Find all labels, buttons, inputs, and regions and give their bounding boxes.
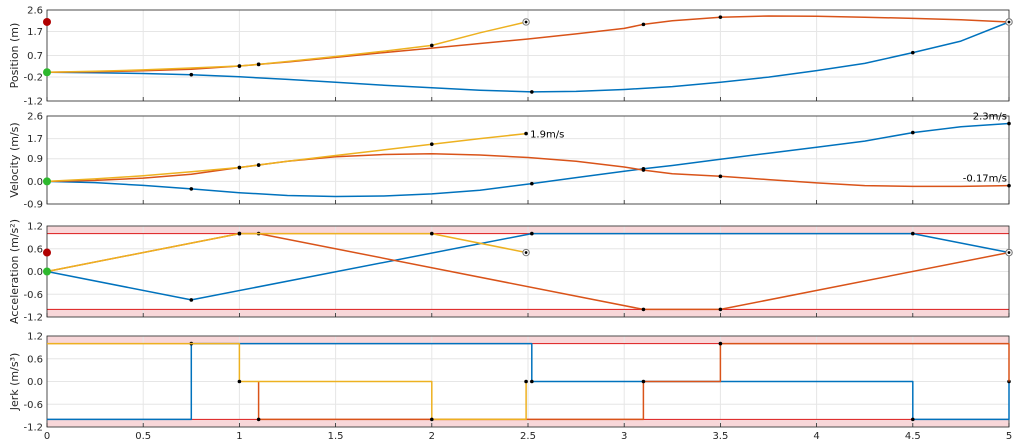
x-tick-label: 3	[621, 431, 627, 442]
series-line-blue	[46, 122, 1010, 198]
y-tick-label: 0.0	[27, 267, 43, 278]
y-tick-label: -1.2	[23, 97, 43, 108]
x-tick-label: 0.5	[135, 431, 151, 442]
y-tick-label: 0.7	[27, 51, 43, 62]
waypoint-marker	[641, 168, 646, 172]
series-line-yellow	[46, 132, 527, 183]
waypoint-marker	[911, 231, 915, 236]
value-annotation: 1.9m/s	[530, 130, 564, 141]
waypoint-marker	[530, 379, 534, 384]
series-line-yellow	[46, 232, 527, 273]
series-line-orange	[46, 152, 1010, 188]
waypoint-marker	[430, 43, 434, 48]
start-marker	[43, 68, 51, 77]
x-tick-label: 2	[429, 431, 435, 442]
y-tick-label: 1.2	[27, 222, 43, 233]
y-tick-label: 1.2	[27, 332, 43, 343]
x-tick-label: 1.5	[328, 431, 344, 442]
y-tick-label: 0.9	[27, 154, 43, 165]
waypoint-marker	[237, 231, 242, 236]
y-tick-label: -0.6	[23, 400, 43, 411]
target-marker	[43, 17, 51, 26]
series-line-yellow	[47, 342, 527, 421]
end-point-dot	[524, 251, 528, 254]
y-tick-label: -0.9	[23, 200, 43, 211]
x-tick-label: 0	[44, 431, 50, 442]
waypoint-marker	[718, 15, 723, 19]
waypoint-marker	[237, 64, 242, 68]
waypoint-marker	[530, 231, 534, 236]
y-tick-label: 0.6	[27, 244, 43, 255]
x-tick-label: 3.5	[712, 431, 728, 442]
y-tick-label: 2.6	[27, 6, 43, 17]
y-axis-title: Position (m)	[8, 23, 21, 89]
y-axis-title: Jerk (m/s³)	[8, 353, 21, 412]
end-point-dot	[1007, 20, 1011, 24]
x-tick-label: 4.5	[905, 431, 921, 442]
waypoint-marker	[718, 307, 723, 312]
waypoint-marker	[237, 165, 242, 170]
waypoint-marker	[718, 174, 723, 179]
x-tick-label: 5	[1006, 431, 1012, 442]
waypoint-marker	[1007, 121, 1011, 126]
value-annotation: -0.17m/s	[963, 174, 1007, 185]
y-tick-label: 2.6	[27, 112, 43, 123]
waypoint-marker	[718, 341, 723, 346]
waypoint-marker	[256, 163, 261, 167]
target-marker	[43, 248, 51, 257]
end-point-dot	[1007, 251, 1011, 254]
waypoint-marker	[430, 231, 434, 236]
start-marker	[43, 267, 51, 276]
y-axis-title: Acceleration (m/s²)	[8, 219, 21, 324]
y-tick-label: -0.2	[23, 73, 43, 84]
waypoint-marker	[1007, 183, 1011, 188]
waypoint-marker	[530, 90, 534, 94]
y-tick-label: 0.0	[27, 177, 43, 188]
waypoint-marker	[524, 379, 528, 384]
y-axis-title: Velocity (m/s)	[8, 122, 21, 197]
y-tick-label: 0.6	[27, 354, 43, 365]
waypoint-marker	[641, 379, 646, 384]
waypoint-marker	[189, 187, 194, 191]
y-tick-label: 0.0	[27, 377, 43, 388]
waypoint-marker	[430, 142, 434, 146]
waypoint-marker	[911, 417, 915, 422]
waypoint-marker	[641, 22, 646, 27]
waypoint-marker	[911, 130, 915, 135]
y-tick-label: -1.2	[23, 423, 43, 434]
waypoint-marker	[524, 131, 528, 136]
series-line-orange	[257, 342, 1010, 421]
x-tick-label: 2.5	[520, 431, 536, 442]
y-tick-label: -1.2	[23, 313, 43, 324]
waypoint-marker	[256, 62, 261, 67]
waypoint-marker	[189, 298, 194, 302]
x-tick-label: 4	[813, 431, 819, 442]
end-point-dot	[524, 20, 528, 24]
waypoint-marker	[256, 417, 261, 422]
y-tick-label: 1.7	[27, 134, 43, 145]
waypoint-marker	[430, 417, 434, 422]
waypoint-marker	[641, 307, 646, 312]
waypoint-marker	[237, 379, 242, 384]
waypoint-marker	[530, 181, 534, 186]
series-line-yellow	[46, 21, 527, 74]
start-marker	[43, 177, 51, 186]
y-tick-label: 1.7	[27, 27, 43, 38]
waypoint-marker	[189, 72, 194, 77]
x-tick-label: 1	[236, 431, 242, 442]
y-tick-label: -0.6	[23, 290, 43, 301]
value-annotation: 2.3m/s	[973, 112, 1007, 123]
waypoint-marker	[911, 50, 915, 55]
